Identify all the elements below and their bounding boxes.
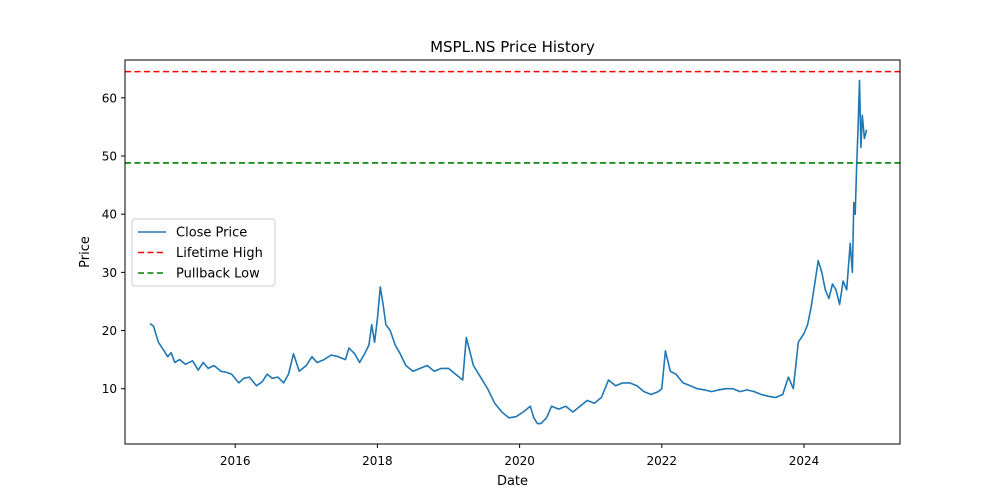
plot-area — [124, 59, 901, 445]
x-tick-label: 2024 — [789, 454, 820, 468]
x-axis: 2016 2018 2020 2022 2024 — [220, 444, 819, 468]
y-tick-label: 10 — [102, 382, 117, 396]
y-tick-label: 20 — [102, 324, 117, 338]
plot-frame — [124, 59, 901, 445]
x-tick-label: 2020 — [504, 454, 535, 468]
legend-box — [131, 218, 276, 287]
y-tick-label: 30 — [102, 266, 117, 280]
y-axis-label: Price — [78, 236, 93, 268]
y-tick-label: 60 — [102, 91, 117, 105]
x-tick-label: 2016 — [220, 454, 251, 468]
series-close-price — [149, 79, 868, 425]
x-tick-label: 2018 — [362, 454, 393, 468]
x-axis-label: Date — [497, 474, 528, 489]
chart-title: MSPL.NS Price History — [430, 38, 595, 56]
series-layer — [125, 70, 900, 425]
y-tick-label: 40 — [102, 208, 117, 222]
y-axis: 10 20 30 40 50 60 — [102, 91, 125, 396]
x-tick-label: 2022 — [647, 454, 678, 468]
legend-label: Lifetime High — [176, 246, 263, 261]
legend-label: Pullback Low — [176, 267, 260, 282]
y-tick-label: 50 — [102, 150, 117, 164]
legend-label: Close Price — [176, 226, 247, 241]
legend: Close Price Lifetime High Pullback Low — [131, 218, 276, 287]
